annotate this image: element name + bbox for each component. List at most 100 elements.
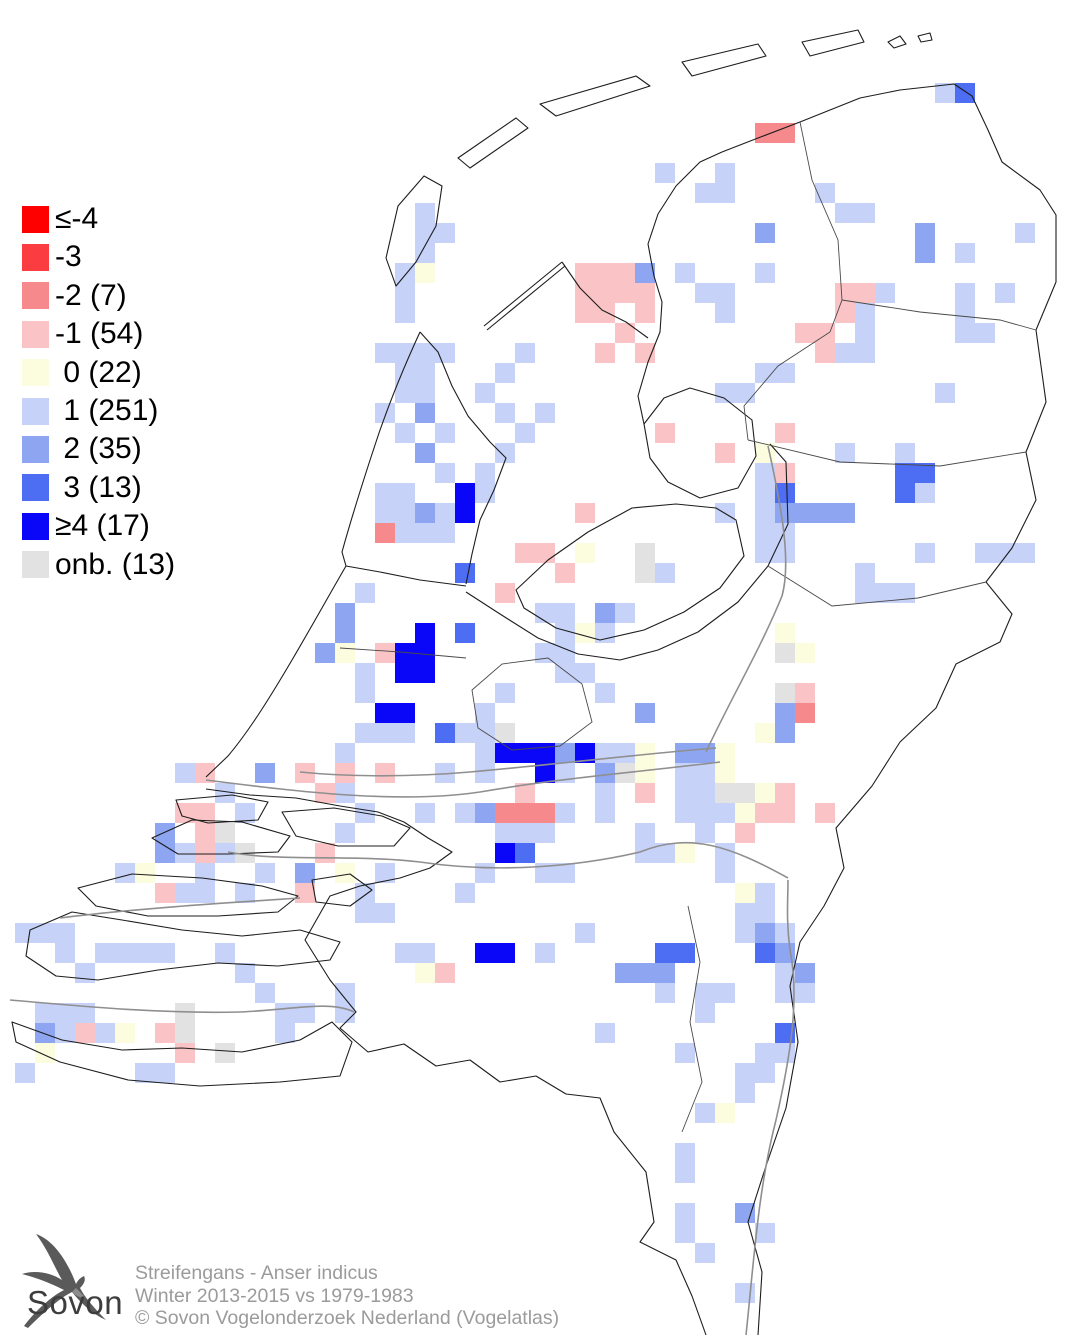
atlas-block <box>235 883 255 903</box>
atlas-block <box>415 523 435 543</box>
atlas-block <box>915 483 935 503</box>
atlas-block <box>795 643 815 663</box>
atlas-block <box>355 583 375 603</box>
grid-cells <box>15 83 1035 1303</box>
atlas-block <box>795 503 815 523</box>
atlas-block <box>715 383 735 403</box>
atlas-block <box>795 683 815 703</box>
atlas-block <box>595 603 615 623</box>
legend-swatch-p2 <box>22 435 49 463</box>
atlas-block <box>575 623 595 643</box>
atlas-block <box>715 983 735 1003</box>
atlas-block <box>55 923 75 943</box>
legend-item-m2: -2 (7) <box>22 278 127 312</box>
atlas-block <box>715 1103 735 1123</box>
atlas-block <box>175 1043 195 1063</box>
legend-label: 1 (251) <box>55 394 159 427</box>
atlas-block <box>215 783 235 803</box>
atlas-block <box>495 943 515 963</box>
atlas-block <box>435 523 455 543</box>
legend-item-m1: -1 (54) <box>22 319 143 349</box>
atlas-block <box>415 343 435 363</box>
atlas-block <box>835 203 855 223</box>
atlas-block <box>715 783 735 803</box>
atlas-block <box>775 523 795 543</box>
atlas-block <box>415 263 435 283</box>
atlas-block <box>595 1023 615 1043</box>
atlas-block <box>335 783 355 803</box>
legend-swatch-m4 <box>22 205 49 233</box>
atlas-block <box>755 463 775 483</box>
atlas-block <box>755 123 775 143</box>
atlas-block <box>275 1003 295 1023</box>
atlas-block <box>675 783 695 803</box>
atlas-block <box>775 683 795 703</box>
atlas-block <box>735 1283 755 1303</box>
atlas-block <box>335 823 355 843</box>
atlas-block <box>395 263 415 283</box>
atlas-block <box>395 423 415 443</box>
atlas-block <box>155 823 175 843</box>
atlas-block <box>935 83 955 103</box>
atlas-block <box>735 1083 755 1103</box>
atlas-block <box>415 943 435 963</box>
atlas-block <box>675 1043 695 1063</box>
atlas-block <box>915 463 935 483</box>
atlas-block <box>495 403 515 423</box>
atlas-block <box>655 163 675 183</box>
atlas-block <box>795 963 815 983</box>
atlas-block <box>655 843 675 863</box>
atlas-block <box>455 563 475 583</box>
atlas-block <box>675 943 695 963</box>
atlas-block <box>75 963 95 983</box>
legend-item-m4: ≤-4 <box>22 204 98 234</box>
atlas-block <box>855 303 875 323</box>
atlas-block <box>755 803 775 823</box>
atlas-block <box>375 703 395 723</box>
atlas-block <box>795 983 815 1003</box>
legend-item-p2: 2 (35) <box>22 434 142 464</box>
atlas-block <box>135 943 155 963</box>
atlas-block <box>575 923 595 943</box>
atlas-block <box>395 343 415 363</box>
atlas-block <box>235 803 255 823</box>
legend-swatch-m1 <box>22 320 49 348</box>
atlas-block <box>195 883 215 903</box>
atlas-block <box>35 1043 55 1063</box>
atlas-block <box>575 663 595 683</box>
atlas-block <box>655 963 675 983</box>
atlas-block <box>695 1103 715 1123</box>
atlas-block <box>335 1003 355 1023</box>
atlas-block <box>375 643 395 663</box>
atlas-block <box>855 283 875 303</box>
legend-swatch-na <box>22 551 49 579</box>
atlas-block <box>675 803 695 823</box>
atlas-block <box>495 823 515 843</box>
atlas-block <box>635 823 655 843</box>
atlas-block <box>735 823 755 843</box>
atlas-block <box>335 863 355 883</box>
atlas-block <box>595 343 615 363</box>
atlas-block <box>395 283 415 303</box>
atlas-block <box>475 383 495 403</box>
atlas-block <box>835 443 855 463</box>
atlas-block <box>535 603 555 623</box>
atlas-block <box>755 1223 775 1243</box>
atlas-block <box>135 1063 155 1083</box>
atlas-block <box>555 863 575 883</box>
legend-label: -2 (7) <box>55 278 127 312</box>
swallow-icon <box>22 1234 106 1328</box>
atlas-block <box>955 243 975 263</box>
atlas-block <box>595 803 615 823</box>
atlas-block <box>755 783 775 803</box>
atlas-block <box>755 523 775 543</box>
atlas-block <box>815 803 835 823</box>
atlas-block <box>375 343 395 363</box>
atlas-block <box>635 263 655 283</box>
atlas-block <box>495 803 515 823</box>
atlas-block <box>755 923 775 943</box>
atlas-block <box>955 303 975 323</box>
atlas-block <box>35 1003 55 1023</box>
atlas-block <box>595 783 615 803</box>
atlas-block <box>475 763 495 783</box>
